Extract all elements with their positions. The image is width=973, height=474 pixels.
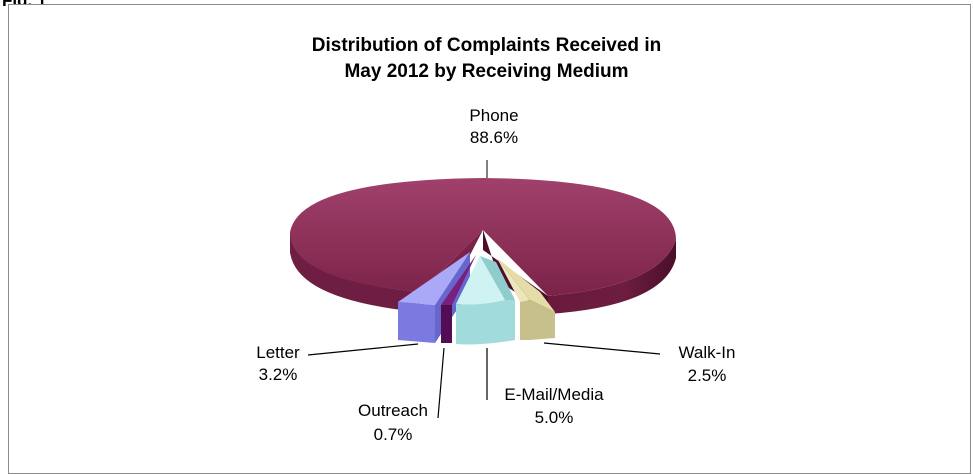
- label-walkin-value: 2.5%: [688, 366, 727, 385]
- slice-letter-top: [398, 252, 470, 305]
- slice-phone-top: [290, 178, 676, 296]
- slice-email-side: [480, 256, 515, 300]
- label-letter-value: 3.2%: [259, 365, 298, 384]
- label-walkin-name: Walk-In: [679, 343, 736, 362]
- leader-walkin: [543, 342, 661, 355]
- leader-letter: [307, 343, 419, 356]
- slice-walkin-upper: [497, 258, 555, 312]
- label-outreach-value: 0.7%: [374, 425, 413, 444]
- slice-outreach-face: [441, 305, 452, 343]
- label-phone-value: 88.6%: [470, 128, 518, 147]
- slice-outreach-top: [441, 255, 476, 305]
- slice-email-top: [456, 256, 505, 305]
- label-email-value: 5.0%: [535, 408, 574, 427]
- label-letter-name: Letter: [256, 343, 300, 362]
- slice-walkin: [497, 258, 555, 340]
- slice-outreach: [441, 255, 476, 343]
- label-phone-name: Phone: [469, 106, 518, 125]
- label-email-name: E-Mail/Media: [504, 385, 604, 404]
- slice-email-face: [456, 300, 515, 345]
- chart-frame: [8, 4, 971, 474]
- label-outreach-name: Outreach: [358, 401, 428, 420]
- slice-walkin-top: [497, 258, 530, 302]
- slice-letter-side: [398, 302, 435, 343]
- chart-title-line1: Distribution of Complaints Received in: [311, 35, 662, 56]
- slice-phone-side-right: [548, 240, 676, 314]
- chart-title-line2: May 2012 by Receiving Medium: [344, 61, 629, 82]
- leader-outreach: [437, 347, 445, 419]
- slice-email: [456, 256, 515, 345]
- slice-phone-side: [290, 232, 420, 312]
- slice-walkin-face: [520, 300, 555, 340]
